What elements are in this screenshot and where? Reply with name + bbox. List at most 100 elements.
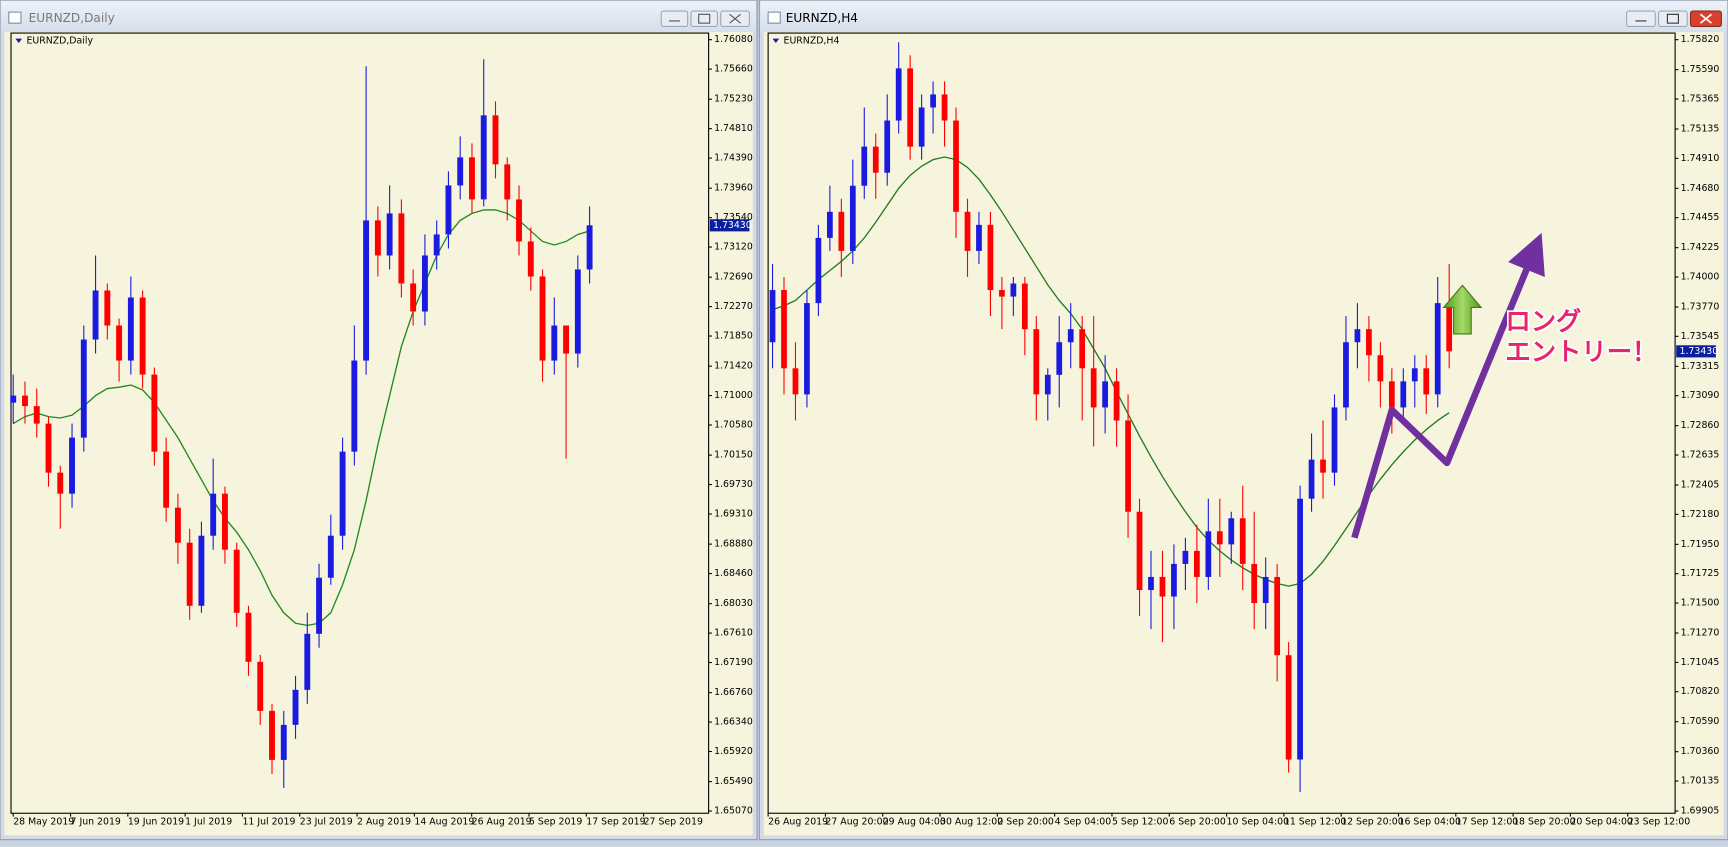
candle-body	[222, 493, 228, 550]
candle-body	[1343, 342, 1349, 408]
y-tick-label: 1.74225	[1681, 242, 1720, 253]
y-tick-label: 1.65920	[714, 746, 753, 757]
last-price-label: 1.73430	[1680, 346, 1719, 357]
y-tick-label: 1.73315	[1681, 361, 1720, 372]
maximize-button[interactable]	[690, 10, 718, 27]
window-buttons[interactable]	[1626, 10, 1722, 27]
y-tick-label: 1.70135	[1681, 776, 1720, 787]
window-title: EURNZD,Daily	[29, 11, 115, 25]
candle-body	[849, 185, 856, 251]
y-tick-label: 1.72270	[714, 301, 753, 312]
candle-body	[804, 303, 810, 395]
y-tick-label: 1.74910	[1681, 153, 1720, 164]
x-tick-label: 10 Sep 04:00	[1227, 817, 1290, 828]
window-icon	[8, 11, 22, 24]
y-tick-label: 1.71420	[714, 361, 753, 372]
icon	[1699, 13, 1712, 24]
y-tick-label: 1.71270	[1681, 628, 1720, 639]
candle-body	[1216, 531, 1223, 545]
window-buttons[interactable]	[660, 10, 750, 27]
candle-body	[363, 220, 370, 361]
candle-body	[1056, 342, 1063, 375]
y-tick-label: 1.75590	[1681, 64, 1720, 75]
up-arrow-icon	[1442, 284, 1483, 335]
candle-body	[480, 115, 487, 200]
minimize-button[interactable]	[660, 10, 689, 27]
candle-body	[316, 577, 322, 634]
menu-triangle	[772, 38, 780, 43]
x-tick-label: 23 Jul 2019	[300, 817, 353, 828]
candle-body	[351, 360, 358, 452]
x-tick-label: 17 Sep 2019	[586, 817, 645, 828]
candle-body	[1228, 518, 1235, 545]
annotation: ロング	[1505, 306, 1581, 336]
candle-body	[245, 612, 252, 662]
title-bar	[760, 1, 1727, 32]
candle-body	[22, 395, 28, 407]
candle-body	[33, 406, 40, 424]
y-tick-label: 1.74000	[1681, 272, 1720, 283]
candle-body	[1033, 329, 1040, 395]
candle-body	[861, 146, 868, 186]
title-bar	[1, 1, 756, 32]
candle-body	[1182, 550, 1189, 564]
y-tick-label: 1.70820	[1681, 686, 1720, 697]
x-tick-label: 19 Jun 2019	[128, 817, 184, 828]
candle-body	[953, 120, 959, 212]
candle-body	[895, 68, 902, 121]
y-tick-label: 1.67190	[714, 657, 753, 668]
plot-frame	[767, 32, 1676, 814]
candle-body	[539, 276, 546, 361]
candle-body	[781, 290, 787, 369]
minimize-button[interactable]	[1626, 10, 1656, 27]
candle-body	[186, 542, 193, 606]
x-tick-label: 12 Sep 20:00	[1341, 817, 1404, 828]
y-tick-label: 1.74810	[714, 123, 753, 134]
y-tick-label: 1.73540	[714, 212, 753, 223]
candle-body	[45, 423, 52, 473]
y-tick-label: 1.72180	[1681, 509, 1720, 520]
candle-body	[151, 374, 158, 452]
candle-body	[516, 199, 522, 242]
candle-body	[964, 211, 971, 251]
candle-body	[127, 297, 134, 361]
x-tick-label: 5 Sep 12:00	[1112, 817, 1169, 828]
y-tick-label: 1.70150	[714, 450, 753, 461]
candle-body	[174, 507, 181, 543]
candle-body	[1388, 381, 1395, 408]
y-tick-label: 1.73090	[1681, 390, 1720, 401]
maximize-button[interactable]	[1658, 10, 1688, 27]
y-tick-label: 1.69905	[1681, 806, 1720, 817]
y-tick-label: 1.74390	[714, 153, 753, 164]
candle-body	[1411, 368, 1418, 382]
candle-body	[280, 724, 287, 760]
y-tick-label: 1.74455	[1681, 212, 1720, 223]
y-tick-label: 1.72635	[1681, 450, 1720, 461]
candle-body	[1354, 329, 1361, 343]
candle-body	[445, 185, 452, 235]
x-tick-label: 26 Aug 2019	[768, 817, 828, 828]
candle-body	[1113, 381, 1120, 421]
candle-body	[769, 290, 776, 343]
candle-body	[469, 157, 475, 200]
candle-body	[1044, 374, 1051, 395]
candle-body	[884, 120, 891, 173]
y-tick-label: 1.70360	[1681, 746, 1720, 757]
y-tick-label: 1.72860	[1681, 420, 1720, 431]
candle-body	[139, 297, 146, 375]
icon	[1666, 13, 1679, 24]
candle-body	[987, 224, 994, 291]
candle-body	[1239, 518, 1246, 564]
candle-body	[374, 220, 381, 256]
candle-body	[1400, 381, 1407, 408]
candle-body	[1251, 563, 1258, 604]
y-tick-label: 1.68460	[714, 568, 753, 579]
y-tick-label: 1.75820	[1681, 34, 1720, 45]
y-tick-label: 1.73545	[1681, 331, 1720, 342]
x-tick-label: 5 Sep 2019	[529, 817, 582, 828]
x-tick-label: 27 Sep 2019	[644, 817, 703, 828]
candle-body	[104, 290, 111, 326]
y-tick-label: 1.68880	[714, 539, 753, 550]
candle-body	[339, 451, 346, 536]
y-tick-label: 1.75230	[714, 94, 753, 105]
